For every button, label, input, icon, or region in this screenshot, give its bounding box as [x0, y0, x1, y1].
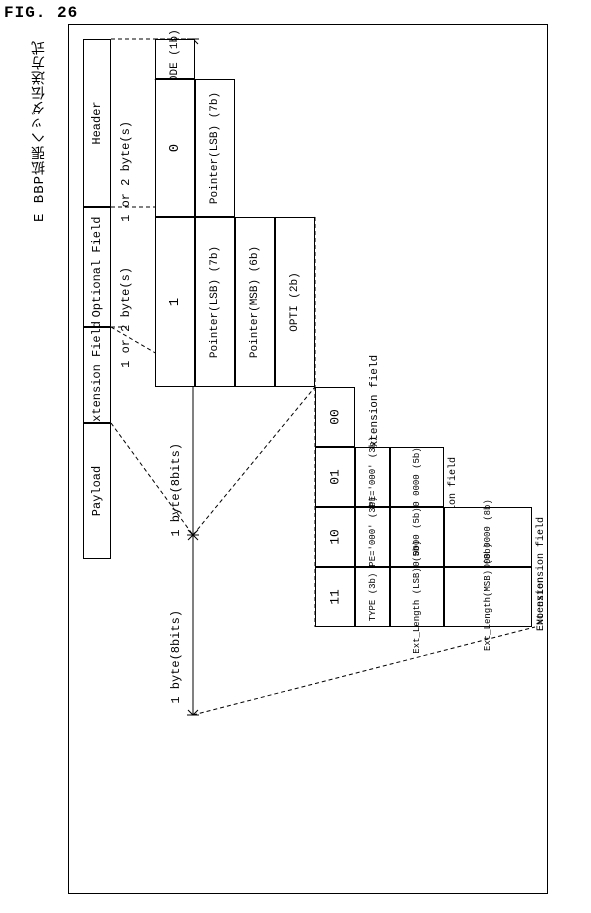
opti-11: 11: [315, 567, 355, 627]
opti-11-c0-label: TYPE (3b): [368, 573, 378, 622]
diagram-svg: [69, 25, 549, 895]
opti-00-label: 00: [328, 409, 343, 425]
mode1-pointer-lsb-label: Pointer(LSB) (7b): [209, 246, 221, 358]
opti-11-c1: Ext_Length (LSB) (5b): [390, 567, 444, 627]
opti-11-c0: TYPE (3b): [355, 567, 390, 627]
packet-header-label: Header: [90, 101, 104, 144]
packet-optional-field: Optional Field: [83, 207, 111, 327]
opti-10: 10: [315, 507, 355, 567]
mode0-pointer-lsb: Pointer(LSB) (7b): [195, 79, 235, 217]
mode0-bit: 0: [155, 79, 195, 217]
opti-11-label: 11: [328, 589, 343, 605]
packet-header: Header: [83, 39, 111, 207]
opti-01: 01: [315, 447, 355, 507]
opti-11-c2-label: Ext_Length(MSB) (8b): [483, 543, 493, 651]
outer-frame: Header Optional Field Extension Field Paylo…: [68, 24, 548, 894]
packet-extension-field: Extension Field: [83, 327, 111, 423]
opti-01-label: 01: [328, 469, 343, 485]
opti-00: 00: [315, 387, 355, 447]
opti-11-note: Extension: [536, 577, 547, 631]
opti-10-c0: TYPE='000' (3b): [355, 507, 390, 567]
opti-10-c0-label: TYPE='000' (3b): [368, 496, 378, 577]
packet-optional-field-label: Optional Field: [90, 217, 104, 318]
opti-01-c1: 0 0000 (5b): [390, 447, 444, 507]
span-label-0: 1 or 2 byte(s): [119, 121, 133, 222]
packet-payload-label: Payload: [90, 466, 104, 516]
mode1-opti-label: OPTI (2b): [289, 272, 301, 331]
packet-extension-field-label: Extension Field: [90, 321, 104, 429]
byte-label-2: 1 byte(8bits): [169, 443, 183, 537]
opti-11-c2: Ext_Length(MSB) (8b): [444, 567, 532, 627]
mode1-opti: OPTI (2b): [275, 217, 315, 387]
mode1-bit-label: 1: [167, 298, 183, 306]
mode1-bit: 1: [155, 217, 195, 387]
span-label-1: 1 or 2 byte(s): [119, 267, 133, 368]
mode1-pointer-msb: Pointer(MSB) (6b): [235, 217, 275, 387]
mode-cell: MODE (1b): [155, 39, 195, 79]
opti-11-c1-label: Ext_Length (LSB) (5b): [412, 540, 422, 653]
mode0-pointer-lsb-label: Pointer(LSB) (7b): [209, 92, 221, 204]
opti-10-label: 10: [328, 529, 343, 545]
mode1-pointer-lsb: Pointer(LSB) (7b): [195, 217, 235, 387]
side-title: E BBP拡張ヘッダ伝送方式: [30, 40, 50, 222]
figure-label: FIG. 26: [4, 4, 78, 22]
mode0-bit-label: 0: [167, 144, 183, 152]
byte-label-3: 1 byte(8bits): [169, 610, 183, 704]
opti-01-c1-label: 0 0000 (5b): [412, 447, 422, 506]
mode1-pointer-msb-label: Pointer(MSB) (6b): [249, 246, 261, 358]
packet-payload: Payload: [83, 423, 111, 559]
